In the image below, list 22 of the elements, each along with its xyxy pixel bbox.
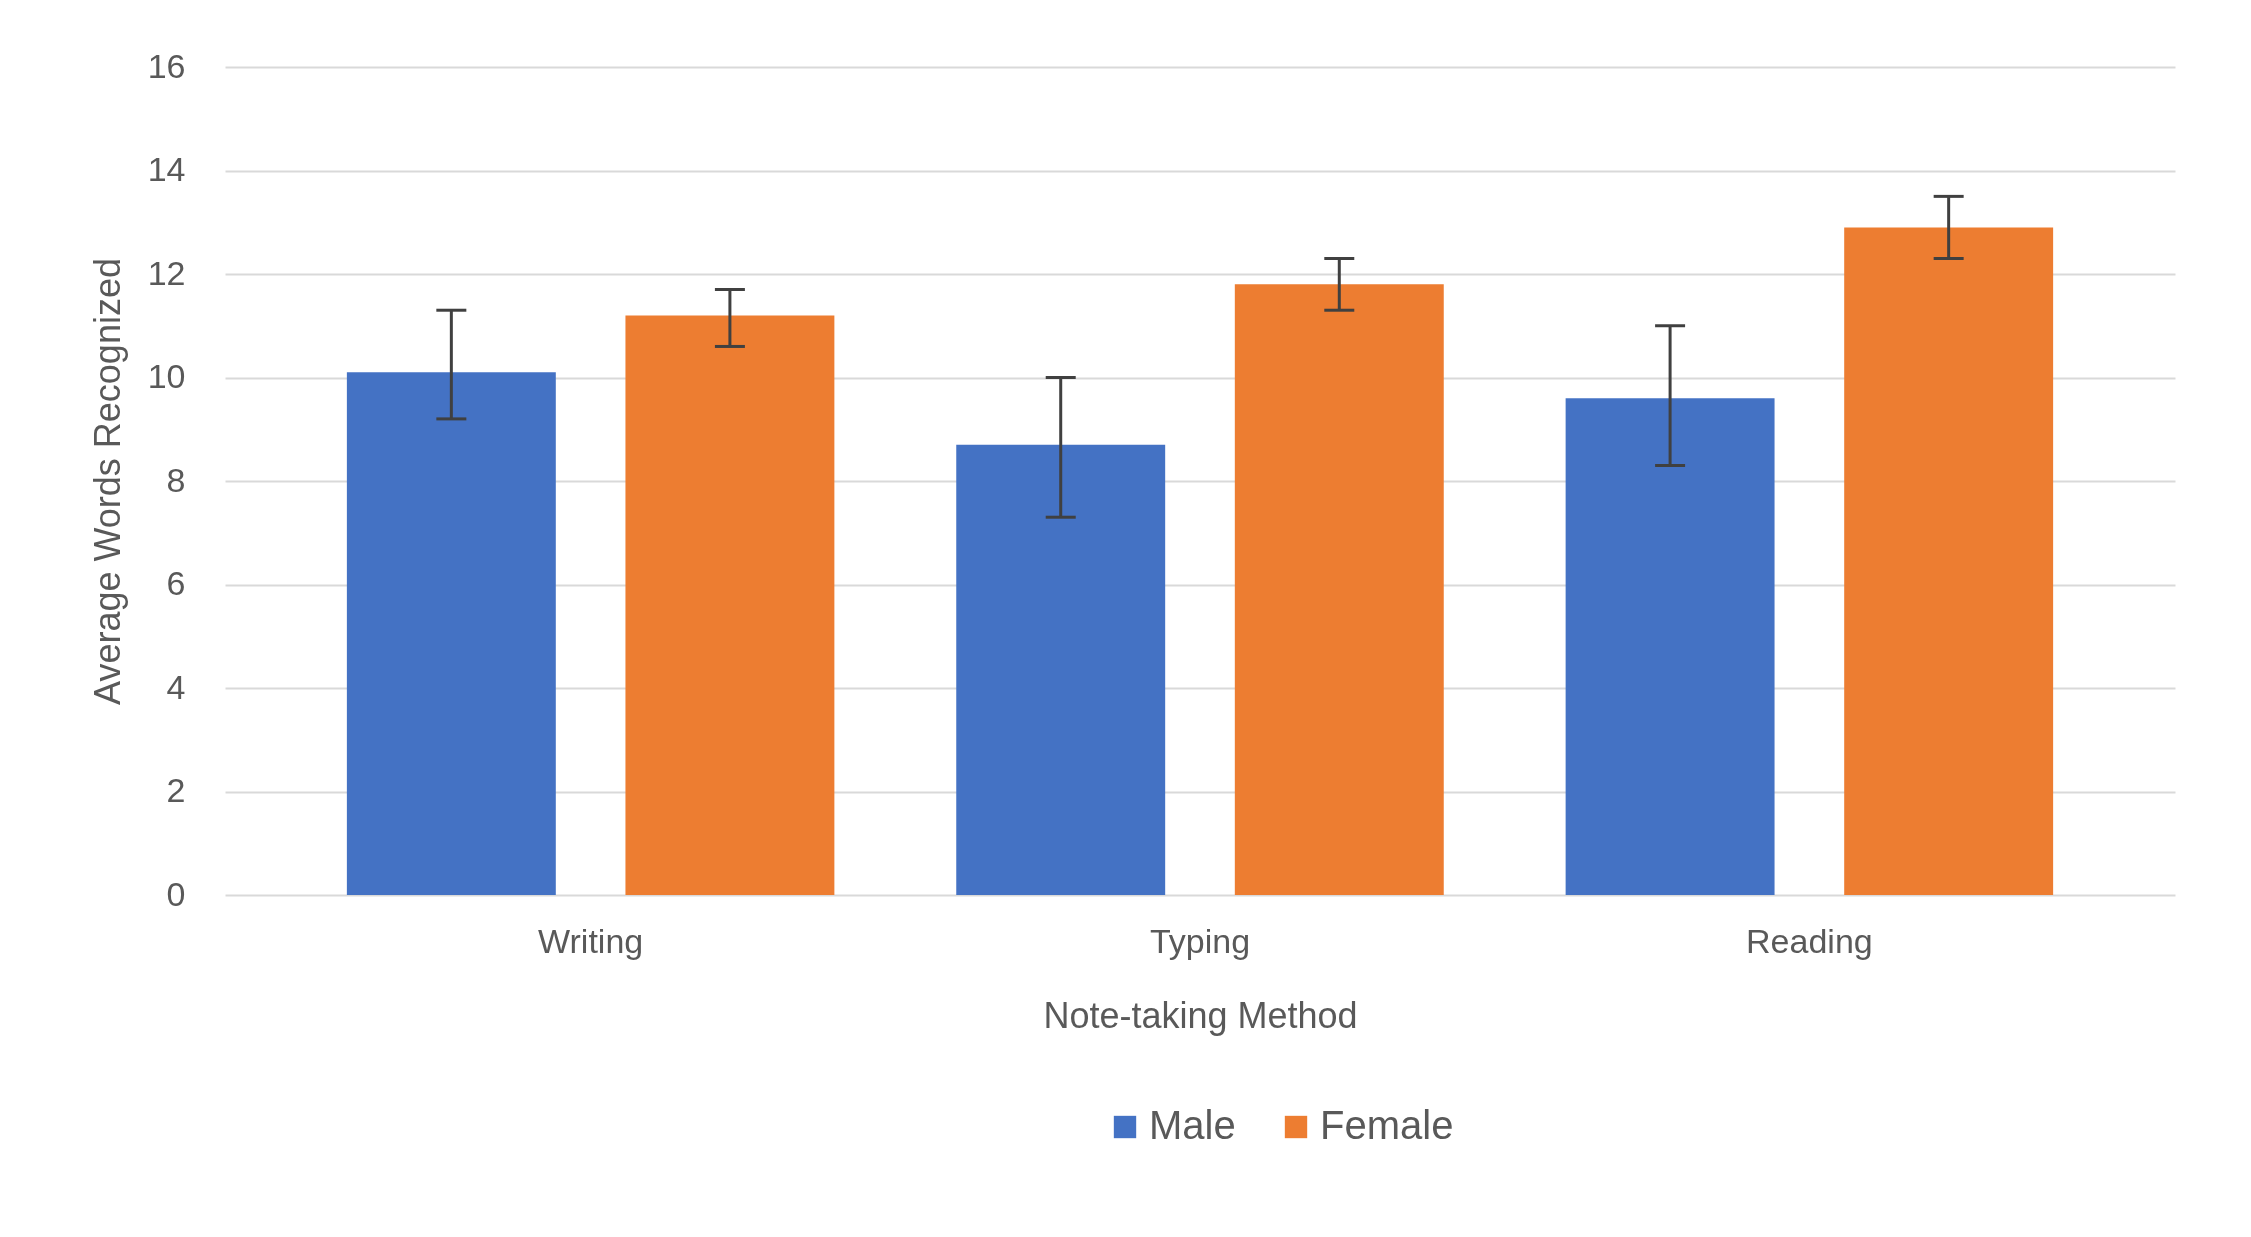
bar	[625, 315, 835, 895]
bar	[956, 444, 1166, 895]
y-tick-label: 10	[147, 357, 186, 395]
y-tick-label: 6	[166, 564, 186, 602]
y-tick-label: 12	[147, 253, 186, 292]
bar	[1234, 284, 1444, 895]
x-tick-label: Reading	[1746, 921, 1873, 960]
x-tick-label: Typing	[1149, 921, 1251, 960]
y-tick-label: 4	[166, 667, 186, 706]
bar	[346, 372, 556, 895]
y-tick-label: 14	[147, 150, 186, 188]
bar	[1844, 227, 2054, 895]
y-tick-label: 0	[166, 874, 186, 913]
bar	[1565, 398, 1775, 895]
y-tick-label: 16	[147, 46, 186, 85]
y-axis-title: Average Words Recognized	[86, 258, 128, 705]
x-tick-label: Writing	[538, 921, 644, 960]
legend-label: Male	[1149, 1103, 1236, 1147]
y-tick-label: 2	[166, 771, 186, 809]
y-tick-label: 8	[166, 460, 186, 499]
legend-label: Female	[1320, 1103, 1454, 1147]
x-axis-title: Note-taking Method	[1043, 994, 1358, 1036]
